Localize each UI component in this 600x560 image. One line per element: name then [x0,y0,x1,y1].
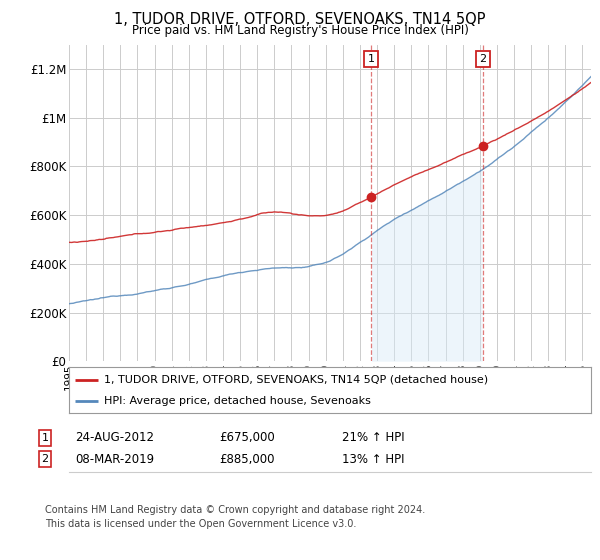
Text: 1, TUDOR DRIVE, OTFORD, SEVENOAKS, TN14 5QP: 1, TUDOR DRIVE, OTFORD, SEVENOAKS, TN14 … [114,12,486,27]
Text: 24-AUG-2012: 24-AUG-2012 [75,431,154,445]
Text: This data is licensed under the Open Government Licence v3.0.: This data is licensed under the Open Gov… [45,519,356,529]
Text: £675,000: £675,000 [219,431,275,445]
Text: HPI: Average price, detached house, Sevenoaks: HPI: Average price, detached house, Seve… [104,396,371,406]
Text: £885,000: £885,000 [219,452,275,466]
Text: Contains HM Land Registry data © Crown copyright and database right 2024.: Contains HM Land Registry data © Crown c… [45,505,425,515]
Text: 1: 1 [368,54,374,64]
Text: Price paid vs. HM Land Registry's House Price Index (HPI): Price paid vs. HM Land Registry's House … [131,24,469,36]
Text: 1: 1 [41,433,49,443]
Text: 13% ↑ HPI: 13% ↑ HPI [342,452,404,466]
Text: 1, TUDOR DRIVE, OTFORD, SEVENOAKS, TN14 5QP (detached house): 1, TUDOR DRIVE, OTFORD, SEVENOAKS, TN14 … [104,375,488,385]
Text: 2: 2 [479,54,487,64]
Text: 2: 2 [41,454,49,464]
Text: 21% ↑ HPI: 21% ↑ HPI [342,431,404,445]
Text: 08-MAR-2019: 08-MAR-2019 [75,452,154,466]
